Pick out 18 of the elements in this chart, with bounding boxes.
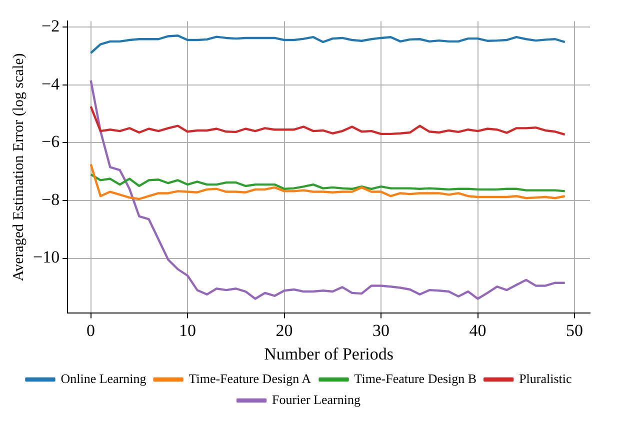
legend-label: Pluralistic bbox=[519, 370, 572, 386]
y-tick-label: −10 bbox=[32, 248, 60, 267]
x-axis-title: Number of Periods bbox=[264, 344, 394, 364]
y-tick-label: −8 bbox=[41, 190, 60, 209]
legend-label: Time-Feature Design B bbox=[354, 370, 477, 386]
x-tick-label: 10 bbox=[179, 320, 196, 340]
x-tick-label: 40 bbox=[469, 320, 486, 340]
y-tick-label: −6 bbox=[41, 132, 60, 152]
legend-label: Time-Feature Design A bbox=[188, 370, 312, 386]
x-tick-label: 20 bbox=[276, 320, 293, 340]
x-tick-label: 0 bbox=[86, 320, 96, 340]
y-tick-label: −4 bbox=[41, 74, 60, 94]
legend-label: Fourier Learning bbox=[272, 392, 361, 407]
x-tick-label: 50 bbox=[566, 320, 584, 340]
y-axis-title: Averaged Estimation Error (log scale) bbox=[10, 53, 27, 282]
x-tick-label: 30 bbox=[372, 320, 390, 340]
legend-label: Online Learning bbox=[60, 370, 147, 386]
y-tick-label: −2 bbox=[41, 16, 60, 36]
